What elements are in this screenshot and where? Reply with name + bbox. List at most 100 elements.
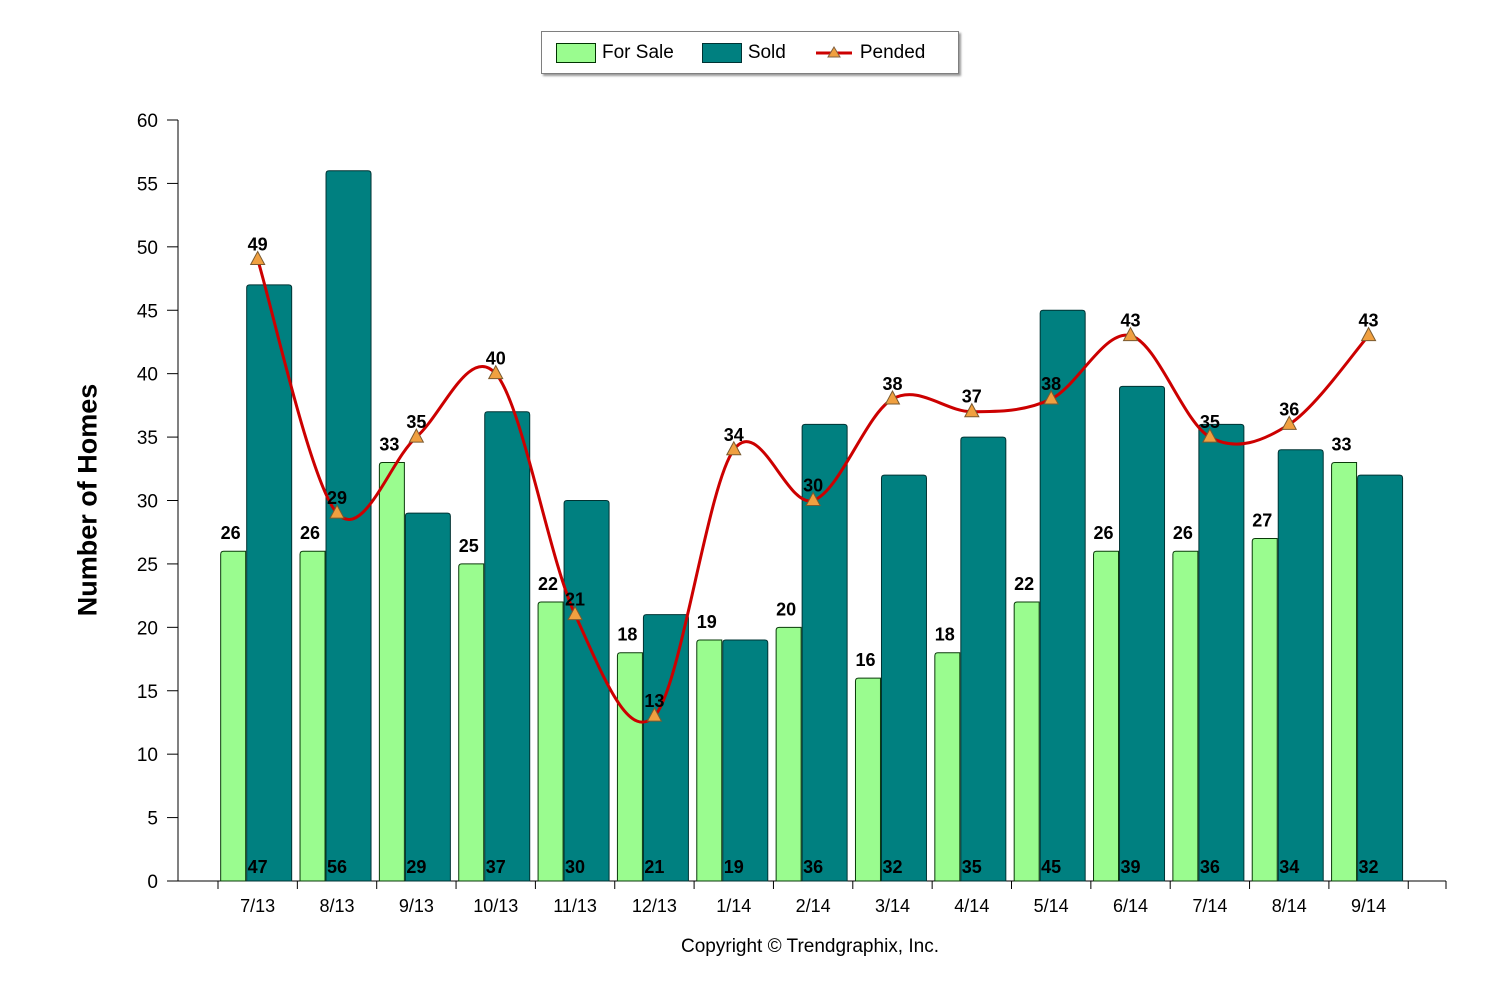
x-tick-label: 1/14 [716, 896, 751, 916]
x-tick-label: 6/14 [1113, 896, 1148, 916]
bar-sold [1357, 474, 1404, 882]
data-label-pended: 43 [1121, 311, 1141, 331]
marker-pended [963, 402, 980, 418]
data-label-pended: 35 [1200, 412, 1220, 432]
marker-pended [884, 389, 901, 405]
x-tick-label: 12/13 [632, 896, 677, 916]
data-label-pended: 30 [803, 476, 823, 496]
data-label-pended: 29 [327, 488, 347, 508]
data-label-sold: 36 [803, 857, 823, 877]
bar-for-sale [299, 550, 326, 882]
marker-pended [646, 707, 663, 722]
data-label-for-sale: 18 [935, 625, 955, 645]
y-axis-label: Number of Homes [72, 383, 103, 617]
y-tick-label: 30 [137, 492, 158, 513]
bar-for-sale [1172, 550, 1199, 882]
data-label-sold: 21 [644, 857, 664, 877]
y-tick-label: 20 [137, 618, 158, 639]
data-label-sold: 37 [486, 857, 506, 877]
legend-swatch-sold [701, 42, 742, 63]
y-tick-label: 25 [137, 555, 158, 576]
y-tick-label: 35 [137, 428, 158, 449]
marker-pended [408, 428, 425, 443]
bar-sold [880, 474, 927, 882]
data-label-for-sale: 22 [1014, 574, 1034, 594]
data-label-sold: 56 [327, 857, 347, 877]
x-tick-label: 9/14 [1351, 896, 1386, 916]
data-label-pended: 37 [962, 387, 982, 407]
marker-pended [1043, 389, 1060, 405]
legend-label-pended: Pended [859, 41, 926, 63]
marker-pended [1122, 326, 1139, 342]
bar-for-sale [934, 652, 961, 882]
marker-pended [805, 491, 821, 506]
bar-sold [1198, 423, 1245, 882]
marker-pended [725, 440, 742, 456]
bar-sold [1039, 309, 1086, 882]
bar-for-sale [537, 601, 564, 882]
bar-sold [325, 170, 372, 882]
bar-sold [246, 284, 293, 882]
legend-swatch-pended [814, 43, 854, 63]
marker-pended [1360, 326, 1377, 342]
marker-pended [487, 364, 504, 380]
data-label-for-sale: 26 [1094, 523, 1114, 543]
data-label-sold: 35 [962, 857, 982, 877]
y-tick-label: 50 [137, 238, 158, 259]
data-label-pended: 13 [644, 691, 664, 711]
data-label-for-sale: 18 [617, 625, 637, 645]
marker-pended [1202, 428, 1218, 443]
bar-sold [960, 436, 1007, 882]
x-tick-label: 9/13 [399, 896, 434, 916]
x-tick-label: 11/13 [553, 896, 597, 916]
legend-item-for-sale: For Sale [542, 42, 674, 64]
bar-sold [642, 614, 689, 882]
bar-sold [404, 512, 451, 882]
data-label-sold: 29 [406, 857, 426, 877]
marker-pended [329, 504, 345, 519]
legend-item-sold: Sold [674, 42, 786, 64]
bar-for-sale [1331, 461, 1358, 882]
bar-for-sale [220, 550, 247, 882]
data-label-pended: 38 [1041, 374, 1061, 394]
data-label-sold: 32 [1359, 857, 1379, 877]
marker-pended [567, 605, 583, 621]
data-label-pended: 49 [248, 235, 268, 255]
data-label-for-sale: 22 [538, 574, 558, 594]
bar-sold [484, 411, 531, 882]
data-label-sold: 36 [1200, 857, 1220, 877]
legend: For Sale Sold Pended [541, 31, 959, 74]
bar-sold [1119, 385, 1166, 882]
bar-sold [801, 423, 848, 882]
data-label-pended: 34 [724, 425, 744, 445]
data-label-for-sale: 26 [221, 523, 241, 543]
legend-swatch-for-sale [556, 42, 596, 63]
x-tick-label: 7/13 [240, 896, 275, 916]
data-label-pended: 35 [406, 412, 426, 432]
data-label-sold: 30 [565, 857, 585, 877]
data-label-pended: 21 [565, 590, 585, 610]
x-tick-label: 8/14 [1272, 896, 1307, 916]
bar-sold [722, 639, 769, 882]
data-label-sold: 47 [248, 857, 268, 877]
y-tick-label: 15 [137, 682, 158, 703]
bar-for-sale [775, 626, 802, 882]
legend-label-sold: Sold [747, 41, 786, 63]
data-label-for-sale: 26 [1173, 523, 1193, 543]
data-label-pended: 43 [1359, 311, 1379, 331]
x-tick-label: 4/14 [954, 896, 989, 916]
y-tick-label: 10 [137, 745, 158, 766]
data-label-for-sale: 16 [855, 650, 875, 670]
bar-for-sale [1093, 550, 1120, 882]
data-label-for-sale: 25 [459, 536, 479, 556]
data-label-for-sale: 20 [776, 599, 796, 619]
bar-for-sale [1251, 538, 1278, 882]
bar-sold [1277, 449, 1324, 882]
data-label-pended: 40 [486, 349, 506, 369]
bar-for-sale [378, 461, 405, 882]
x-tick-label: 5/14 [1034, 896, 1069, 916]
data-label-sold: 39 [1121, 857, 1141, 877]
data-label-sold: 34 [1279, 857, 1299, 877]
data-label-for-sale: 19 [697, 612, 717, 632]
